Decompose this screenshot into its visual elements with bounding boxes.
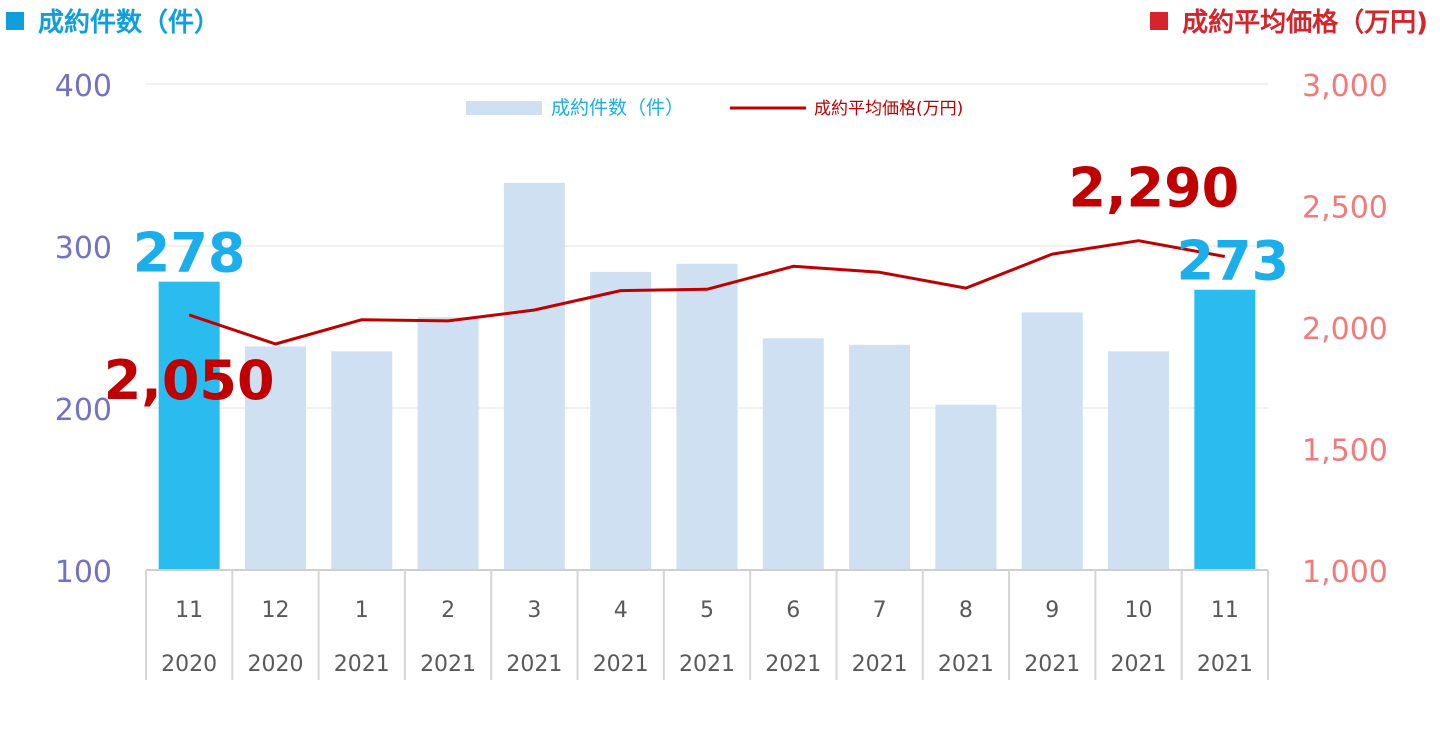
right-axis-tick-label: 2,000 <box>1302 312 1388 347</box>
x-tick-month: 4 <box>614 598 628 623</box>
x-tick-year: 2021 <box>593 652 649 677</box>
price-line <box>188 239 1226 346</box>
x-tick-year: 2020 <box>247 652 303 677</box>
right-axis-tick-label: 1,000 <box>1302 555 1388 590</box>
legend-bar-label: 成約件数（件） <box>551 97 684 119</box>
x-tick-year: 2021 <box>334 652 390 677</box>
x-tick-month: 9 <box>1045 598 1059 623</box>
x-tick-year: 2021 <box>506 652 562 677</box>
legend-line-label: 成約平均価格(万円) <box>814 99 963 119</box>
bar <box>849 344 911 570</box>
x-tick-month: 8 <box>959 598 973 623</box>
x-tick-year: 2021 <box>420 652 476 677</box>
x-tick-year: 2020 <box>161 652 217 677</box>
bar <box>676 263 738 570</box>
right-axis-tick-label: 3,000 <box>1302 69 1388 104</box>
left-axis-tick-label: 200 <box>55 393 112 428</box>
legend-bar-swatch <box>466 101 542 115</box>
right-header-square-icon <box>1150 11 1169 30</box>
right-axis-tick-label: 1,500 <box>1302 434 1388 469</box>
right-axis-tick-label: 2,500 <box>1302 191 1388 226</box>
data-label: 2,050 <box>104 349 275 412</box>
x-tick-year: 2021 <box>1197 652 1253 677</box>
x-tick-month: 6 <box>786 598 800 623</box>
bar <box>244 346 306 570</box>
bar <box>1021 312 1083 570</box>
data-label: 273 <box>1176 230 1289 293</box>
x-tick-month: 5 <box>700 598 714 623</box>
x-tick-year: 2021 <box>1024 652 1080 677</box>
x-tick-month: 2 <box>441 598 455 623</box>
right-header-label: 成約平均価格（万円) <box>1182 8 1428 38</box>
left-header-square-icon <box>6 11 24 30</box>
bar <box>417 317 479 570</box>
bar <box>762 338 824 570</box>
x-tick-month: 11 <box>1211 598 1239 623</box>
bar <box>503 182 565 570</box>
x-tick-month: 10 <box>1125 598 1153 623</box>
x-tick-year: 2021 <box>765 652 821 677</box>
bar-highlight <box>158 281 220 570</box>
x-tick-month: 7 <box>873 598 887 623</box>
bar <box>331 351 393 570</box>
x-tick-month: 1 <box>355 598 369 623</box>
bar <box>935 404 997 570</box>
left-axis-header: 成約件数（件） <box>6 2 220 39</box>
x-tick-year: 2021 <box>1111 652 1167 677</box>
left-axis-tick-label: 400 <box>55 69 112 104</box>
x-tick-month: 3 <box>527 598 541 623</box>
x-tick-year: 2021 <box>852 652 908 677</box>
x-tick-year: 2021 <box>679 652 735 677</box>
bar <box>590 271 652 570</box>
x-tick-month: 12 <box>261 598 289 623</box>
data-label: 2,290 <box>1068 157 1239 220</box>
bar <box>1108 351 1170 570</box>
left-header-label: 成約件数（件） <box>38 8 221 38</box>
left-axis-tick-label: 300 <box>55 231 112 266</box>
x-tick-year: 2021 <box>938 652 994 677</box>
left-axis-tick-label: 100 <box>55 555 112 590</box>
bar-highlight <box>1194 289 1256 570</box>
data-label: 278 <box>133 222 246 285</box>
x-tick-month: 11 <box>175 598 203 623</box>
right-axis-header: 成約平均価格（万円) <box>1150 2 1428 39</box>
